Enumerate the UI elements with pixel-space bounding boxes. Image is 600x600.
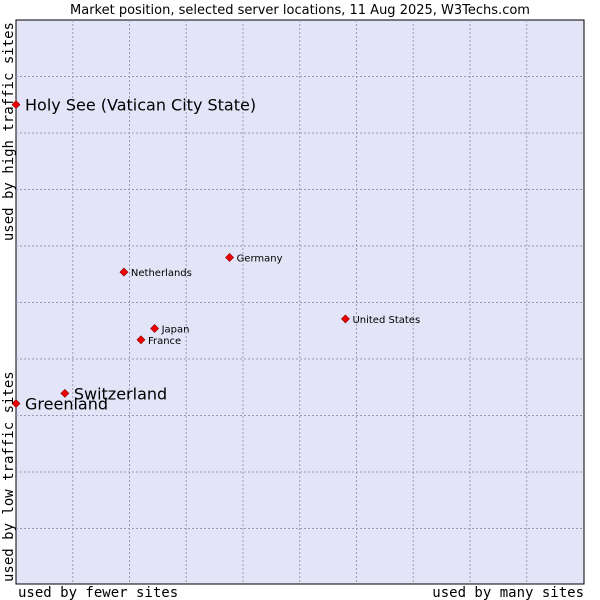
y-axis-label-bottom: used by low traffic sites: [1, 371, 17, 582]
point-label: Greenland: [25, 395, 108, 414]
point-label: Germany: [237, 253, 283, 264]
chart-title: Market position, selected server locatio…: [70, 3, 530, 18]
data-point-greenland: Greenland: [11, 395, 108, 414]
data-point-germany: Germany: [225, 253, 283, 264]
point-marker: [136, 335, 146, 345]
point-marker: [150, 324, 160, 333]
point-label: United States: [352, 315, 420, 326]
point-marker: [119, 267, 129, 277]
point-marker: [11, 100, 21, 110]
x-axis-label-right: used by many sites: [432, 585, 584, 600]
x-axis-label-left: used by fewer sites: [18, 585, 178, 600]
data-point-united-states: United States: [341, 314, 420, 326]
point-marker: [11, 399, 21, 408]
data-point-france: France: [136, 335, 181, 347]
point-label: Japan: [161, 325, 190, 336]
data-point-japan: Japan: [150, 324, 190, 336]
data-point-switzerland: Switzerland: [60, 384, 167, 403]
points: Holy See (Vatican City State) Germany Neth…: [11, 96, 420, 414]
point-label: Switzerland: [74, 384, 167, 403]
y-axis-label-top: used by high traffic sites: [1, 22, 17, 241]
data-point-holy-see-vatican-city-state: Holy See (Vatican City State): [11, 96, 256, 115]
grid: [16, 20, 584, 584]
data-point-netherlands: Netherlands: [119, 267, 192, 279]
point-marker: [341, 314, 350, 324]
point-label: Holy See (Vatican City State): [25, 96, 256, 115]
point-marker: [225, 253, 234, 262]
point-label: Netherlands: [131, 268, 192, 279]
point-label: France: [148, 336, 181, 347]
point-marker: [60, 388, 70, 398]
